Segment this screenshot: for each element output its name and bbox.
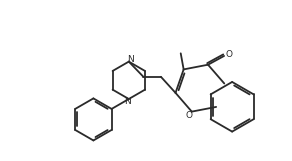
- Text: O: O: [226, 50, 233, 59]
- Text: O: O: [186, 111, 193, 120]
- Text: N: N: [124, 97, 131, 106]
- Text: N: N: [127, 55, 134, 64]
